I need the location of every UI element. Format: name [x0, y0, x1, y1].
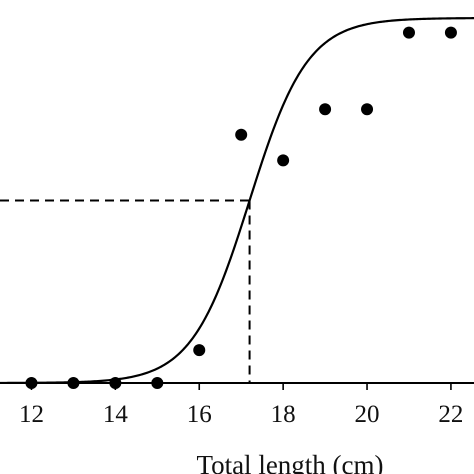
x-tick-label: 16	[187, 401, 212, 428]
x-axis-title: Total length (cm)	[196, 450, 383, 474]
data-point	[151, 377, 164, 389]
x-tick-label: 14	[103, 401, 129, 428]
data-points	[25, 26, 457, 389]
data-point	[402, 26, 415, 39]
x-tick-label: 22	[438, 401, 463, 428]
data-point	[67, 377, 80, 389]
data-point	[109, 377, 122, 389]
logistic-fit-curve	[0, 17, 474, 385]
x-tick-label: 12	[19, 401, 44, 428]
data-point	[277, 154, 290, 167]
data-point	[444, 26, 457, 39]
data-point	[193, 344, 206, 357]
data-point	[25, 377, 38, 389]
x-axis-ticks: 12 14 16 18 20 22	[19, 383, 463, 428]
data-point	[361, 103, 374, 116]
reference-lines	[0, 199, 251, 383]
data-point	[319, 103, 332, 116]
data-point	[235, 128, 248, 141]
x-tick-label: 18	[271, 401, 296, 428]
x-tick-label: 20	[355, 401, 380, 428]
